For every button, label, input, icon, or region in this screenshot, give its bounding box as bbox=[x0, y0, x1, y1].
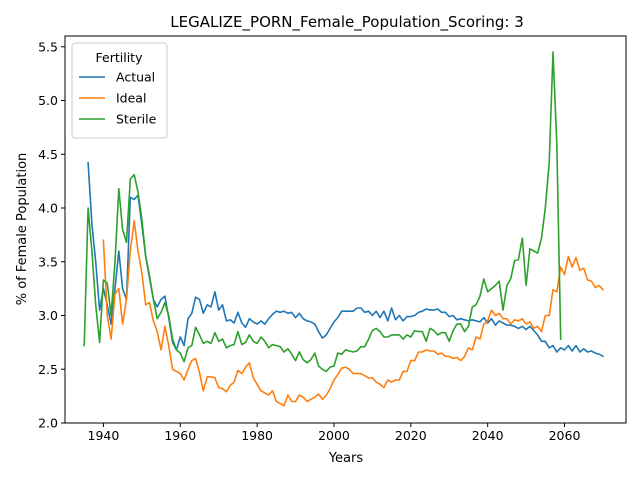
legend-box bbox=[71, 42, 168, 139]
y-tick-label: 3.5 bbox=[38, 254, 58, 269]
y-tick-label: 3.0 bbox=[38, 308, 58, 323]
series-layer bbox=[83, 51, 605, 407]
y-axis: 2.0 2.5 3.0 3.5 4.0 4.5 5.0 5.5 bbox=[38, 39, 65, 431]
y-axis-label: % of Female Population bbox=[15, 153, 30, 306]
y-tick-label: 2.0 bbox=[38, 416, 58, 431]
legend-label-ideal: Ideal bbox=[116, 91, 146, 106]
x-tick-label: 1980 bbox=[241, 428, 273, 443]
x-tick-label: 2060 bbox=[549, 428, 581, 443]
series-line-ideal bbox=[102, 220, 605, 407]
y-tick-label: 2.5 bbox=[38, 362, 58, 377]
legend-label-sterile: Sterile bbox=[116, 112, 157, 127]
x-axis-label: Years bbox=[328, 451, 364, 466]
plot-area-frame bbox=[64, 35, 627, 424]
x-tick-label: 2040 bbox=[472, 428, 504, 443]
legend-title: Fertility bbox=[96, 50, 144, 65]
x-tick-label: 2000 bbox=[318, 428, 350, 443]
y-tick-label: 4.0 bbox=[38, 201, 58, 216]
y-tick-label: 5.0 bbox=[38, 93, 58, 108]
x-tick-label: 1960 bbox=[164, 428, 196, 443]
x-tick-label: 2020 bbox=[395, 428, 427, 443]
series-line-sterile bbox=[83, 51, 562, 373]
chart-title: LEGALIZE_PORN_Female_Population_Scoring:… bbox=[170, 13, 523, 32]
y-tick-label: 4.5 bbox=[38, 147, 58, 162]
y-tick-label: 5.5 bbox=[38, 39, 58, 54]
legend-label-actual: Actual bbox=[116, 70, 155, 85]
legend: Fertility Actual Ideal Sterile bbox=[71, 42, 168, 139]
x-axis: 1940 1960 1980 2000 2020 2040 2060 bbox=[88, 423, 581, 443]
x-tick-label: 1940 bbox=[88, 428, 120, 443]
